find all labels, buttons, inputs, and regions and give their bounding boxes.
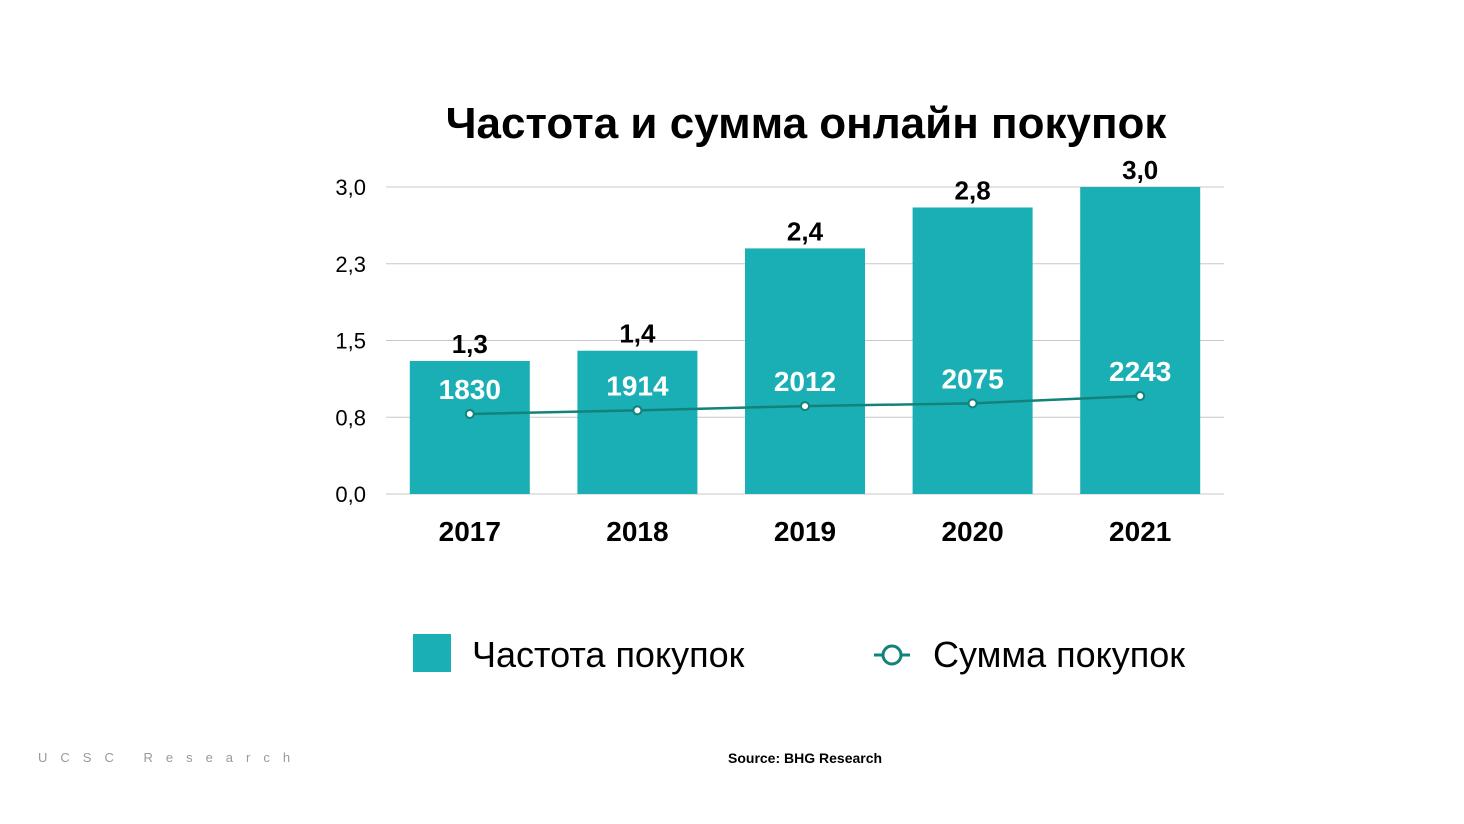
legend-bar-label: Частота покупок	[472, 634, 745, 675]
bar	[409, 360, 530, 494]
line-labels: 1830 1914 2012 2075 2243	[439, 356, 1172, 405]
line-value-label: 2075	[941, 363, 1003, 394]
x-tick-label: 2018	[606, 516, 668, 547]
legend-bar-swatch	[413, 634, 451, 672]
bar-value-label: 1,4	[619, 319, 656, 349]
bar	[577, 350, 698, 494]
x-axis: 2017 2018 2019 2020 2021	[439, 516, 1172, 547]
line-value-label: 2012	[774, 366, 836, 397]
line-value-label: 1830	[439, 374, 501, 405]
brand-footer: UCSC Research	[38, 750, 304, 765]
line-point	[464, 409, 475, 419]
y-tick-label: 2,3	[335, 252, 366, 277]
bar-value-label: 1,3	[452, 329, 488, 359]
bar-value-label: 3,0	[1122, 155, 1158, 185]
x-tick-label: 2019	[774, 516, 836, 547]
bar-value-label: 2,8	[955, 175, 991, 205]
chart-title: Частота и сумма онлайн покупок	[446, 99, 1168, 148]
y-tick-label: 1,5	[335, 329, 366, 354]
legend-line-label: Сумма покупок	[933, 634, 1185, 675]
source-note: Source: BHG Research	[728, 750, 883, 766]
bar	[1080, 187, 1201, 494]
line-point	[967, 398, 978, 409]
line-point	[1135, 391, 1146, 401]
legend: Частота покупок Сумма покупок	[413, 634, 1185, 675]
bar	[745, 248, 865, 494]
y-tick-label: 0,0	[335, 482, 366, 507]
bar-labels: 1,3 1,4 2,4 2,8 3,0	[452, 155, 1159, 359]
y-axis: 0,0 0,8 1,5 2,3 3,0	[335, 175, 366, 507]
x-tick-label: 2021	[1109, 516, 1171, 547]
bar-value-label: 2,4	[787, 216, 824, 246]
line-value-label: 2243	[1109, 356, 1171, 387]
y-tick-label: 0,8	[335, 405, 366, 430]
x-tick-label: 2020	[941, 516, 1003, 547]
line-point	[632, 405, 643, 416]
legend-line-marker	[881, 644, 903, 666]
y-tick-label: 3,0	[335, 175, 366, 200]
line-series	[464, 391, 1146, 419]
line-value-label: 1914	[606, 370, 669, 401]
line-point	[800, 401, 810, 412]
bar-series	[409, 187, 1201, 494]
x-tick-label: 2017	[439, 516, 501, 547]
bar	[912, 207, 1033, 494]
